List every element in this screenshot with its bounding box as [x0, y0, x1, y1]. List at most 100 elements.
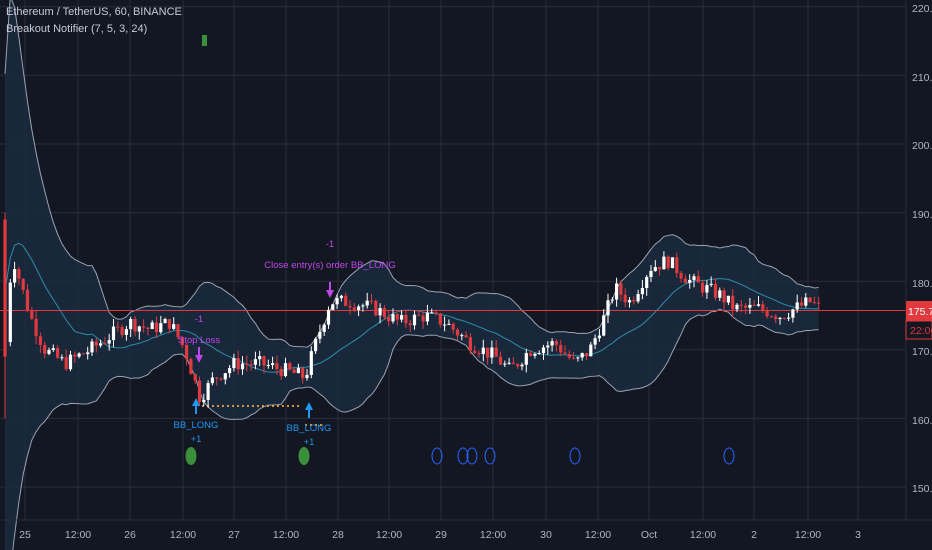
candle-body: [632, 299, 636, 302]
candle-body: [129, 319, 133, 330]
candle-body: [361, 305, 365, 307]
candle-body: [47, 349, 51, 354]
candle-body: [645, 276, 649, 289]
candle-body: [804, 297, 808, 306]
candle-body: [400, 314, 404, 320]
time-tick: 27: [228, 529, 240, 541]
candle-body: [86, 352, 90, 355]
grid: [0, 0, 906, 520]
candle-body: [34, 318, 38, 337]
countdown-badge: [905, 320, 932, 340]
candle-body: [713, 283, 718, 298]
candle-body: [615, 283, 619, 300]
candle-body: [748, 304, 752, 308]
entry1-label: BB_LONG: [174, 420, 219, 431]
time-tick: 12:00: [273, 529, 299, 541]
candle-body: [73, 354, 77, 357]
trade-annotations: -1 Stop Loss -1 Close entry(s) order BB_…: [174, 239, 396, 448]
current-price-value: 175.72: [908, 306, 932, 318]
candle-body: [142, 326, 146, 328]
candle-body: [735, 304, 739, 310]
candle-body: [451, 323, 455, 330]
indicator-title[interactable]: Breakout Notifier (7, 5, 3, 24): [6, 23, 148, 35]
candle-body: [296, 368, 300, 374]
candle-body: [326, 309, 331, 325]
candle-body: [99, 343, 103, 346]
candle-body: [68, 354, 73, 370]
stop-dot: [226, 404, 230, 408]
chart-legend[interactable]: Ethereum / TetherUS, 60, BINANCE Breakou…: [6, 4, 182, 38]
candle-body: [696, 276, 700, 283]
time-tick: 12:00: [65, 529, 91, 541]
price-tick: 170.00: [912, 346, 932, 358]
time-tick: 29: [435, 529, 447, 541]
stop-dot: [276, 404, 280, 408]
candle-body: [305, 374, 309, 379]
candle-body: [17, 269, 21, 279]
candle-body: [438, 313, 442, 325]
candle-body: [494, 347, 498, 357]
candle-body: [559, 344, 563, 353]
entry2-qty: +1: [304, 437, 315, 448]
entry2-label: BB_LONG: [287, 423, 332, 434]
candle-body: [812, 302, 816, 304]
candle-body: [249, 364, 253, 366]
time-tick: 12:00: [376, 529, 402, 541]
stop-dot: [241, 404, 245, 408]
current-price-badge: [906, 301, 932, 321]
time-tick: 12:00: [585, 529, 611, 541]
candle-body: [529, 353, 533, 356]
long-entry-arrow: [192, 398, 200, 406]
candle-body: [683, 278, 687, 284]
candle-body: [90, 341, 94, 353]
time-axis[interactable]: 25 12:00 26 12:00 27 12:00 28 12:00 29 1…: [0, 519, 932, 541]
candle-body: [206, 383, 210, 401]
candle-body: [81, 353, 85, 355]
candle-body: [443, 324, 447, 326]
candle-body: [417, 314, 421, 316]
candle-body: [283, 363, 288, 377]
candle-body: [163, 319, 167, 324]
candle-body: [344, 295, 348, 306]
candle-body: [658, 267, 662, 270]
candle-body: [744, 305, 748, 308]
candle-body: [107, 340, 111, 344]
bollinger-bands: [4, 0, 819, 550]
stop-dot: [266, 404, 270, 408]
candle-body: [473, 350, 477, 354]
candle-body: [116, 326, 120, 328]
time-tick: 12:00: [170, 529, 196, 541]
candle-body: [339, 295, 343, 299]
time-tick: 12:00: [795, 529, 821, 541]
candle-body: [498, 356, 503, 365]
stop-dot: [216, 404, 220, 408]
candle-body: [374, 300, 378, 316]
stop-dot: [246, 404, 250, 408]
stop-dot: [286, 404, 290, 408]
price-tick: 220.00: [912, 3, 932, 15]
price-tick: 210.00: [912, 72, 932, 84]
stop-loss-label: Stop Loss: [178, 335, 220, 346]
close-entry-label: Close entry(s) order BB_LONG: [264, 260, 395, 271]
candle-body: [610, 299, 614, 301]
countdown-value: 22:06: [910, 325, 932, 337]
price-axis[interactable]: 220.00 210.00 200.00 190.00 180.00 170.0…: [905, 0, 932, 520]
candle-body: [60, 357, 64, 359]
exit-arrow: [195, 355, 203, 363]
candle-body: [524, 353, 528, 365]
candle-body: [567, 353, 571, 358]
candles[interactable]: [3, 212, 821, 419]
long-entry-arrow: [305, 402, 313, 410]
green-circle-marker: [298, 447, 310, 465]
candle-body: [589, 344, 593, 357]
candle-body: [447, 323, 451, 325]
candle-body: [146, 327, 150, 329]
candle-body: [666, 256, 670, 269]
stop-dot: [231, 404, 235, 408]
symbol-title[interactable]: Ethereum / TetherUS, 60, BINANCE: [6, 6, 182, 18]
candle-body: [464, 335, 468, 338]
stop-dot: [251, 404, 255, 408]
candle-body: [365, 300, 369, 306]
